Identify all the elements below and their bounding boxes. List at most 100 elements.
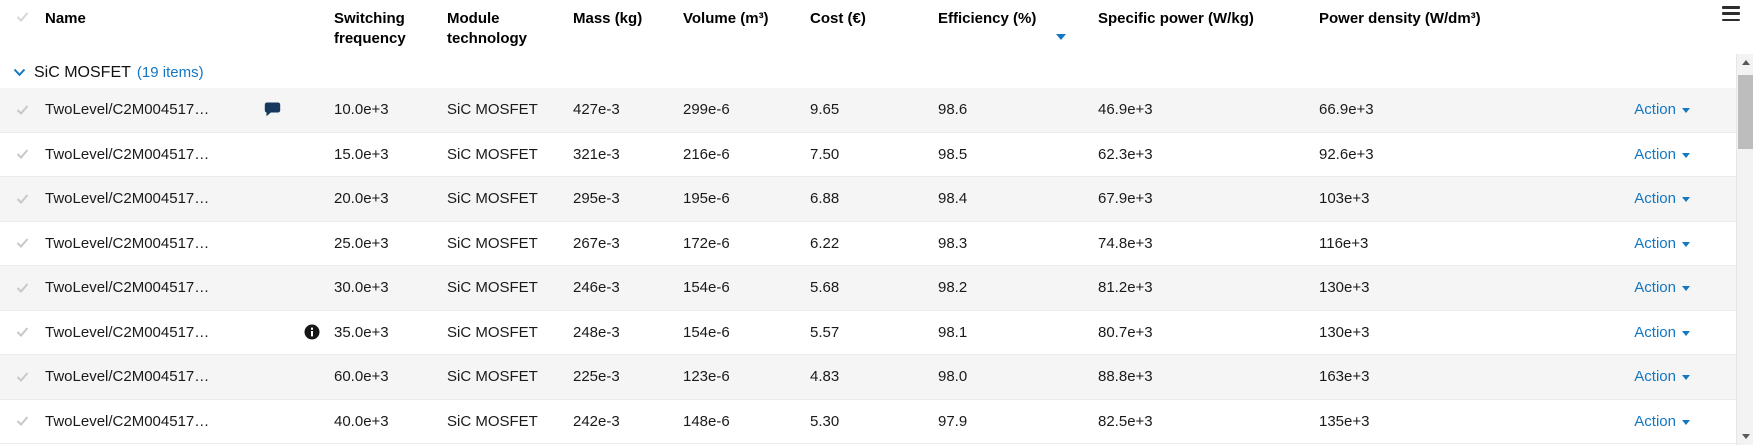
comment-bubble-icon (264, 102, 281, 117)
row-select-checkbox[interactable] (0, 104, 45, 116)
row-select-checkbox[interactable] (0, 193, 45, 205)
cell-power-density: 135e+3 (1319, 412, 1370, 430)
cell-mass: 246e-3 (573, 279, 620, 297)
row-action-menu[interactable]: Action (1600, 279, 1736, 296)
cell-cost: 5.30 (810, 412, 840, 430)
cell-specific-power: 80.7e+3 (1098, 323, 1153, 341)
check-icon (16, 238, 29, 249)
column-header-module-technology[interactable]: Module technology (447, 0, 573, 57)
triangle-up-icon (1741, 60, 1750, 65)
column-header-switching-frequency[interactable]: Switching frequency (334, 0, 447, 57)
cell-volume: 216e-6 (683, 145, 730, 163)
check-icon (16, 416, 29, 427)
vertical-scrollbar[interactable] (1736, 54, 1753, 445)
cell-efficiency: 98.0 (938, 368, 968, 386)
cell-mass: 427e-3 (573, 101, 620, 119)
cell-power-density: 130e+3 (1319, 279, 1370, 297)
row-badge[interactable] (250, 102, 334, 117)
column-header-specific-power[interactable]: Specific power (W/kg) (1098, 0, 1319, 57)
row-select-checkbox[interactable] (0, 148, 45, 160)
row-action-menu[interactable]: Action (1600, 101, 1736, 118)
column-header-cost[interactable]: Cost (€) (810, 0, 938, 57)
action-link[interactable]: Action (1634, 190, 1676, 208)
table-row[interactable]: TwoLevel/C2M004517… 20.0e+3 SiC MOSFET 2… (0, 177, 1736, 222)
row-action-menu[interactable]: Action (1600, 190, 1736, 207)
cell-switching-frequency: 15.0e+3 (334, 145, 389, 163)
cell-mass: 267e-3 (573, 234, 620, 252)
scroll-up-button[interactable] (1737, 54, 1753, 71)
row-action-menu[interactable]: Action (1600, 324, 1736, 341)
table-row[interactable]: TwoLevel/C2M004517… 40.0e+3 SiC MOSFET 2… (0, 400, 1736, 444)
row-action-menu[interactable]: Action (1600, 235, 1736, 252)
row-action-menu[interactable]: Action (1600, 146, 1736, 163)
cell-switching-frequency: 10.0e+3 (334, 101, 389, 119)
cell-module-technology: SiC MOSFET (447, 279, 538, 297)
cell-mass: 242e-3 (573, 412, 620, 430)
table-row[interactable]: TwoLevel/C2M004517… 10.0e+3 SiC MOSFET 4… (0, 88, 1736, 133)
group-collapse-button[interactable] (13, 68, 26, 77)
select-all-check-icon (16, 12, 29, 22)
action-link[interactable]: Action (1634, 412, 1676, 430)
cell-cost: 6.88 (810, 190, 840, 208)
column-header-power-density[interactable]: Power density (W/dm³) (1319, 0, 1600, 57)
action-link[interactable]: Action (1634, 279, 1676, 297)
action-link[interactable]: Action (1634, 323, 1676, 341)
caret-down-icon (1682, 419, 1690, 425)
row-select-checkbox[interactable] (0, 326, 45, 338)
select-all-checkbox[interactable] (0, 0, 45, 57)
check-icon (16, 105, 29, 115)
cell-switching-frequency: 20.0e+3 (334, 190, 389, 208)
scrollbar-thumb[interactable] (1738, 75, 1753, 149)
row-select-checkbox[interactable] (0, 282, 45, 294)
column-label: Efficiency (%) (938, 10, 1037, 27)
caret-down-icon (1682, 241, 1690, 247)
row-select-checkbox[interactable] (0, 237, 45, 249)
column-label: Power density (W/dm³) (1319, 10, 1481, 27)
cell-specific-power: 62.3e+3 (1098, 145, 1153, 163)
column-header-volume[interactable]: Volume (m³) (683, 0, 810, 57)
cell-name: TwoLevel/C2M004517… (45, 146, 250, 163)
check-icon (16, 283, 29, 293)
column-header-efficiency[interactable]: Efficiency (%) (938, 0, 1098, 57)
row-badge[interactable] (250, 324, 334, 340)
caret-down-icon (1682, 108, 1690, 114)
cell-volume: 123e-6 (683, 368, 730, 386)
cell-specific-power: 81.2e+3 (1098, 279, 1153, 297)
table-row[interactable]: TwoLevel/C2M004517… 35.0e+3 SiC MOSFET 2… (0, 311, 1736, 355)
cell-efficiency: 98.5 (938, 145, 968, 163)
action-link[interactable]: Action (1634, 145, 1676, 163)
cell-switching-frequency: 60.0e+3 (334, 368, 389, 386)
triangle-down-icon (1741, 434, 1750, 439)
cell-specific-power: 46.9e+3 (1098, 101, 1153, 119)
group-row[interactable]: SiC MOSFET (19 items) (0, 57, 1736, 88)
caret-down-icon (1682, 197, 1690, 203)
table-header: Name Switching frequency Module technolo… (0, 0, 1736, 57)
row-action-menu[interactable]: Action (1600, 413, 1736, 430)
action-link[interactable]: Action (1634, 234, 1676, 252)
chevron-down-icon (13, 68, 26, 77)
caret-down-icon (1682, 152, 1690, 158)
table-row[interactable]: TwoLevel/C2M004517… 25.0e+3 SiC MOSFET 2… (0, 222, 1736, 266)
group-title: SiC MOSFET (34, 63, 131, 81)
action-link[interactable]: Action (1634, 368, 1676, 386)
column-header-actions (1600, 0, 1736, 57)
cell-module-technology: SiC MOSFET (447, 323, 538, 341)
table-row[interactable]: TwoLevel/C2M004517… 30.0e+3 SiC MOSFET 2… (0, 266, 1736, 311)
cell-mass: 295e-3 (573, 190, 620, 208)
row-name: TwoLevel/C2M004517… (45, 101, 210, 119)
row-select-checkbox[interactable] (0, 415, 45, 427)
cell-efficiency: 97.9 (938, 412, 968, 430)
table-row[interactable]: TwoLevel/C2M004517… 60.0e+3 SiC MOSFET 2… (0, 355, 1736, 400)
cell-switching-frequency: 35.0e+3 (334, 323, 389, 341)
hamburger-menu-button[interactable] (1722, 6, 1740, 21)
row-action-menu[interactable]: Action (1600, 368, 1736, 385)
cell-name: TwoLevel/C2M004517… (45, 324, 250, 341)
scroll-down-button[interactable] (1737, 428, 1753, 445)
column-label: Module technology (447, 10, 528, 48)
action-link[interactable]: Action (1634, 101, 1676, 119)
column-header-name[interactable]: Name (45, 0, 334, 57)
column-header-mass[interactable]: Mass (kg) (573, 0, 683, 57)
table-row[interactable]: TwoLevel/C2M004517… 15.0e+3 SiC MOSFET 3… (0, 133, 1736, 177)
row-select-checkbox[interactable] (0, 371, 45, 383)
